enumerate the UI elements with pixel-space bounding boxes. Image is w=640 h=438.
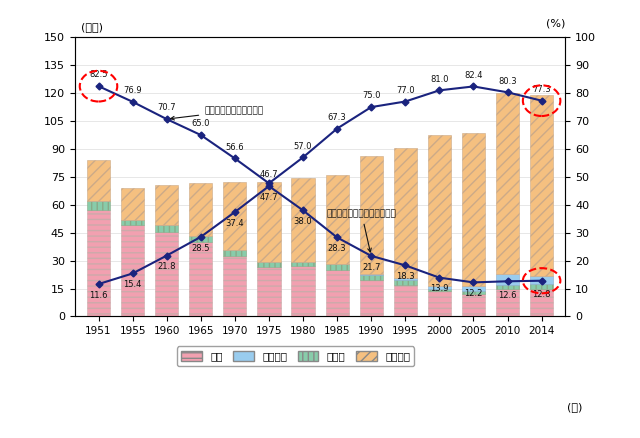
Bar bbox=[189, 184, 212, 236]
Text: 70.7: 70.7 bbox=[157, 103, 176, 113]
Bar bbox=[87, 210, 110, 316]
Text: 46.7: 46.7 bbox=[260, 170, 278, 180]
Text: 28.3: 28.3 bbox=[328, 244, 346, 253]
Bar bbox=[530, 284, 553, 289]
Bar bbox=[496, 274, 519, 285]
Bar bbox=[257, 183, 280, 262]
Text: 21.7: 21.7 bbox=[362, 262, 380, 272]
Bar bbox=[394, 280, 417, 285]
Text: 57.0: 57.0 bbox=[294, 141, 312, 151]
Bar bbox=[257, 267, 280, 316]
Text: 18.3: 18.3 bbox=[396, 272, 415, 281]
Legend: 自宅, 介護施設, その他, 医療機関: 自宅, 介護施設, その他, 医療機関 bbox=[177, 346, 414, 366]
Bar bbox=[121, 188, 144, 220]
Bar bbox=[360, 280, 383, 316]
Bar bbox=[326, 175, 349, 265]
Text: 13.9: 13.9 bbox=[430, 284, 449, 293]
Text: 77.3: 77.3 bbox=[532, 85, 551, 94]
Text: 12.2: 12.2 bbox=[464, 289, 483, 298]
Bar bbox=[155, 225, 179, 232]
Bar bbox=[530, 276, 553, 284]
Text: 76.9: 76.9 bbox=[124, 86, 142, 95]
Text: 11.6: 11.6 bbox=[89, 291, 108, 300]
Bar bbox=[462, 286, 485, 291]
Text: 47.7: 47.7 bbox=[260, 193, 278, 202]
Bar bbox=[530, 95, 553, 276]
Text: 21.8: 21.8 bbox=[157, 262, 176, 271]
Bar bbox=[462, 291, 485, 294]
Bar bbox=[291, 261, 315, 266]
Bar bbox=[326, 265, 349, 270]
Text: 37.4: 37.4 bbox=[225, 219, 244, 228]
Text: 82.5: 82.5 bbox=[89, 71, 108, 79]
Bar bbox=[496, 93, 519, 274]
Text: 12.6: 12.6 bbox=[499, 291, 516, 300]
Bar bbox=[462, 133, 485, 286]
Bar bbox=[530, 289, 553, 316]
Bar bbox=[155, 232, 179, 316]
Bar bbox=[394, 278, 417, 280]
Text: 自宅で死亡する者の割合: 自宅で死亡する者の割合 bbox=[171, 106, 263, 120]
Text: 15.4: 15.4 bbox=[124, 280, 142, 289]
Bar bbox=[496, 285, 519, 289]
Bar bbox=[87, 160, 110, 201]
Bar bbox=[291, 266, 315, 316]
Bar bbox=[121, 225, 144, 316]
Text: 28.5: 28.5 bbox=[191, 244, 210, 253]
Bar bbox=[428, 286, 451, 289]
Bar bbox=[257, 262, 280, 267]
Bar bbox=[291, 178, 315, 261]
Text: 65.0: 65.0 bbox=[191, 119, 210, 128]
Text: (年): (年) bbox=[567, 402, 582, 412]
Text: 81.0: 81.0 bbox=[430, 75, 449, 84]
Bar bbox=[394, 148, 417, 278]
Bar bbox=[121, 220, 144, 225]
Bar bbox=[189, 236, 212, 242]
Text: 12.8: 12.8 bbox=[532, 290, 551, 299]
Bar bbox=[360, 156, 383, 274]
Text: (%): (%) bbox=[546, 19, 566, 29]
Text: 82.4: 82.4 bbox=[464, 71, 483, 80]
Bar bbox=[155, 185, 179, 225]
Bar bbox=[189, 242, 212, 316]
Text: 医療機関で死亡する者の割合: 医療機関で死亡する者の割合 bbox=[327, 210, 397, 252]
Bar bbox=[394, 285, 417, 316]
Bar bbox=[360, 275, 383, 280]
Bar bbox=[428, 135, 451, 286]
Bar bbox=[223, 183, 246, 251]
Text: 75.0: 75.0 bbox=[362, 92, 380, 100]
Bar bbox=[428, 291, 451, 316]
Bar bbox=[223, 256, 246, 316]
Text: 56.6: 56.6 bbox=[225, 143, 244, 152]
Bar bbox=[326, 270, 349, 316]
Text: 77.0: 77.0 bbox=[396, 86, 415, 95]
Text: 80.3: 80.3 bbox=[498, 77, 517, 86]
Text: 67.3: 67.3 bbox=[328, 113, 346, 122]
Bar bbox=[462, 294, 485, 316]
Bar bbox=[496, 289, 519, 316]
Bar bbox=[428, 289, 451, 291]
Text: (万人): (万人) bbox=[81, 22, 104, 32]
Bar bbox=[360, 274, 383, 275]
Bar bbox=[87, 201, 110, 210]
Bar bbox=[223, 251, 246, 256]
Text: 38.0: 38.0 bbox=[294, 217, 312, 226]
